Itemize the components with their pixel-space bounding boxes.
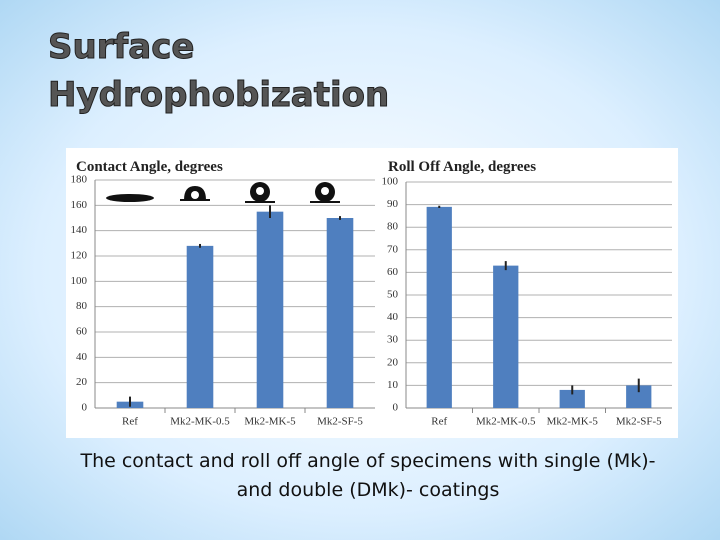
y-tick-label: 60 <box>76 326 88 338</box>
droplet-highlight <box>256 187 264 195</box>
y-tick-label: 70 <box>387 243 399 255</box>
bar <box>493 265 519 408</box>
y-tick-label: 40 <box>387 311 399 323</box>
droplet-highlight <box>321 187 329 195</box>
x-tick-label: Ref <box>431 416 447 428</box>
droplet-icons <box>106 182 340 203</box>
y-tick-label: 20 <box>76 376 88 388</box>
x-tick-label: Mk2-MK-5 <box>244 416 296 428</box>
bar <box>559 389 585 408</box>
x-tick-label: Mk2-MK-5 <box>547 416 599 428</box>
bar <box>256 211 284 408</box>
x-tick-label: Ref <box>122 416 138 428</box>
flat-droplet <box>106 194 154 202</box>
y-tick-label: 50 <box>387 289 399 301</box>
chart-title: Roll Off Angle, degrees <box>388 159 536 175</box>
y-tick-label: 20 <box>387 356 399 368</box>
x-tick-label: Mk2-MK-0.5 <box>170 416 230 428</box>
droplet-highlight <box>191 191 199 199</box>
y-tick-label: 0 <box>393 402 399 414</box>
y-tick-label: 100 <box>71 275 88 287</box>
chart-title: Contact Angle, degrees <box>76 159 223 175</box>
substrate <box>310 201 340 203</box>
x-tick-label: Mk2-MK-0.5 <box>476 416 536 428</box>
bar <box>626 385 652 408</box>
slide-title: Hydrophobization <box>48 75 389 115</box>
substrate <box>180 199 210 201</box>
y-tick-label: 40 <box>76 351 88 363</box>
y-tick-label: 60 <box>387 266 399 278</box>
bar <box>186 245 214 408</box>
y-tick-label: 90 <box>387 198 399 210</box>
y-tick-label: 120 <box>71 250 88 262</box>
bar <box>426 206 452 408</box>
y-tick-label: 0 <box>82 402 88 414</box>
y-tick-label: 80 <box>387 221 399 233</box>
slide-title: Surface <box>48 27 194 67</box>
caption: and double (DMk)- coatings <box>237 479 500 501</box>
x-tick-label: Mk2-SF-5 <box>317 416 363 428</box>
x-tick-label: Mk2-SF-5 <box>616 416 662 428</box>
chart-panel <box>66 148 678 438</box>
caption: The contact and roll off angle of specim… <box>79 450 655 472</box>
y-tick-label: 160 <box>71 199 88 211</box>
bar <box>326 218 354 408</box>
y-tick-label: 30 <box>387 334 399 346</box>
y-tick-label: 180 <box>71 174 88 186</box>
y-tick-label: 100 <box>382 176 399 188</box>
substrate <box>245 201 275 203</box>
y-tick-label: 140 <box>71 224 88 236</box>
y-tick-label: 10 <box>387 379 399 391</box>
y-tick-label: 80 <box>76 300 88 312</box>
